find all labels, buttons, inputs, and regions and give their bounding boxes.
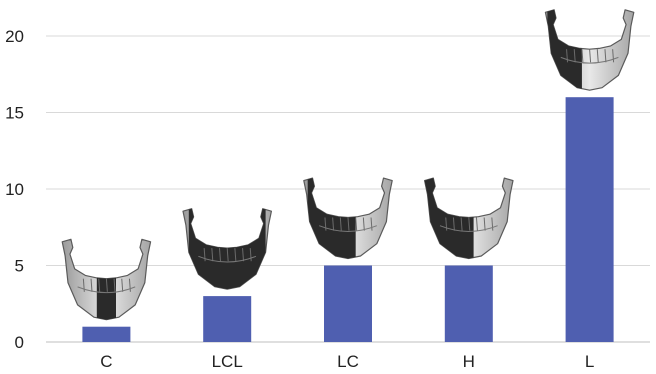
bar-h — [444, 265, 493, 342]
y-tick-label: 0 — [15, 333, 24, 352]
mandible-icon — [182, 208, 272, 290]
x-category-label: C — [100, 352, 112, 371]
x-category-label: H — [463, 352, 475, 371]
bar-c — [82, 326, 131, 342]
x-category-label: LCL — [212, 352, 243, 371]
y-tick-label: 10 — [5, 180, 24, 199]
y-tick-label: 20 — [5, 27, 24, 46]
bar-lc — [324, 265, 372, 342]
x-category-label: L — [585, 352, 594, 371]
y-tick-label: 15 — [5, 104, 24, 123]
bar-lcl — [203, 296, 252, 342]
bar-l — [565, 97, 614, 342]
mandible-icon — [544, 9, 635, 91]
y-tick-label: 5 — [15, 257, 24, 276]
x-category-label: LC — [337, 352, 359, 371]
y-axis-ticks: 0 5 10 15 20 — [5, 27, 24, 352]
x-axis-labels: C LCL LC H L — [100, 352, 594, 371]
mandible-icon — [61, 238, 152, 321]
bars — [82, 97, 614, 342]
